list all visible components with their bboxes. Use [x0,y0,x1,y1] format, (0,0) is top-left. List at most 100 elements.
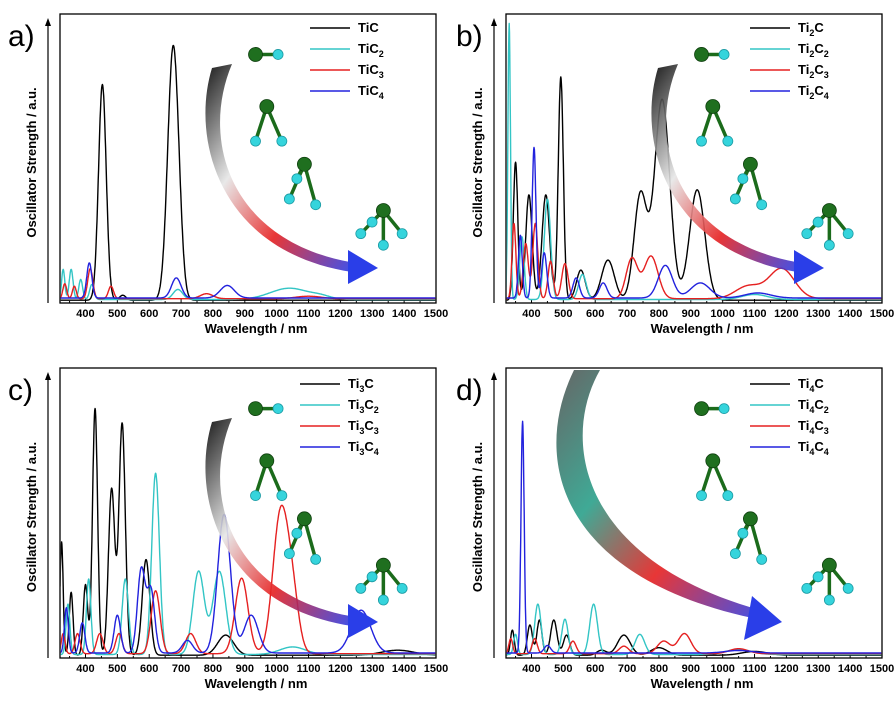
y-axis-arrowhead [491,18,497,26]
legend-label: Ti2C2 [798,41,829,59]
c-atom [823,594,835,606]
x-tick-label: 1300 [360,663,384,675]
x-tick-label: 600 [140,308,158,320]
c-atom [756,554,768,565]
c-atom [366,571,378,583]
x-tick-label: 400 [522,308,540,320]
gradient-arrowhead [348,250,378,284]
c-atom [276,490,288,502]
molecule-structures [248,47,408,251]
x-tick-label: 1100 [743,663,767,675]
c-atom [396,583,408,594]
series-line-Ti3C2 [60,472,436,656]
x-tick-label: 1500 [870,308,894,320]
x-tick-label: 1000 [710,308,734,320]
series-line-Ti2C4 [506,146,882,299]
gradient-arrowhead [348,604,378,638]
c-atom [355,583,367,594]
x-tick-label: 1500 [424,308,448,320]
c-atom [250,135,261,147]
gradient-arrowhead [794,250,824,284]
x-tick-label: 800 [650,308,668,320]
x-tick-label: 500 [554,663,572,675]
series-line-TiC3 [60,267,436,300]
ti-atom [259,453,275,469]
y-axis-title: Oscillator Strength / a.u. [24,87,39,237]
x-tick-label: 600 [586,663,604,675]
legend-label: Ti4C4 [798,439,829,457]
c-atom [718,403,730,415]
c-atom [722,490,734,502]
series-line-Ti4C3 [506,632,882,655]
c-atom [696,490,707,502]
x-tick-label: 900 [682,663,700,675]
chart-panel-2: b) 400 500 600 700 800 900 1000 1100 1200 1300 1400… [456,13,894,336]
x-tick-label: 700 [618,663,636,675]
ti-atom [705,453,721,469]
x-tick-label: 900 [236,663,254,675]
ti-atom [296,511,312,527]
y-axis-title: Oscillator Strength / a.u. [24,442,39,592]
y-axis-arrowhead [45,372,51,380]
c-atom [812,216,824,228]
c-atom [291,527,303,539]
x-axis-title: Wavelength / nm [205,321,308,336]
c-atom [272,403,284,415]
series-line-TiC [60,44,436,301]
chart-panel-3: c) 400 500 600 700 800 900 1000 1100 1200 1300 1400… [8,367,448,691]
c-atom [272,49,284,60]
series-line-Ti2C2 [506,22,882,301]
c-atom [737,527,749,539]
legend-label: Ti4C2 [798,397,829,415]
legend-label: Ti3C3 [348,418,379,436]
plot-frame [59,13,437,304]
x-tick-label: 1100 [297,308,321,320]
series-line-Ti3C3 [60,504,436,655]
x-tick-label: 1400 [392,663,416,675]
c-atom [756,199,768,211]
ti-atom [375,557,391,573]
c-atom [276,135,288,147]
panel-letter: b) [456,20,483,53]
series-line-Ti4C2 [506,603,882,656]
ti-atom [248,401,263,417]
curves [60,407,436,656]
x-tick-label: 1500 [424,663,448,675]
x-tick-label: 1400 [838,663,862,675]
c-atom [823,239,835,251]
legend-label: TiC3 [358,62,384,80]
legend-label: TiC4 [358,83,384,101]
molecule-structures [248,401,408,606]
curves [506,420,882,656]
x-tick-label: 1200 [328,663,352,675]
curves [506,22,882,301]
x-tick-label: 800 [650,663,668,675]
x-tick-label: 500 [108,663,126,675]
c-atom [377,594,389,606]
y-axis-arrowhead [45,18,51,26]
panel-letter: a) [8,20,35,53]
x-tick-label: 400 [522,663,540,675]
gradient-arrow [556,370,762,620]
c-atom [283,193,295,205]
c-atom [377,239,389,251]
c-atom [729,548,741,559]
legend: Ti3C Ti3C2 Ti3C3 Ti3C4 [300,376,379,457]
x-tick-label: 1000 [264,663,288,675]
x-tick-label: 700 [618,308,636,320]
x-tick-label: 1500 [870,663,894,675]
ti-atom [296,156,312,172]
x-tick-label: 1100 [743,308,767,320]
plot-frame [59,367,437,659]
x-tick-label: 1100 [297,663,321,675]
x-tick-label: 600 [140,663,158,675]
x-tick-label: 1300 [806,663,830,675]
c-atom [729,193,741,205]
c-atom [842,228,854,240]
x-tick-label: 1000 [264,308,288,320]
c-atom [696,135,707,147]
ti-atom [694,401,709,417]
x-axis-title: Wavelength / nm [205,676,308,691]
series-line-Ti3C4 [60,513,436,654]
